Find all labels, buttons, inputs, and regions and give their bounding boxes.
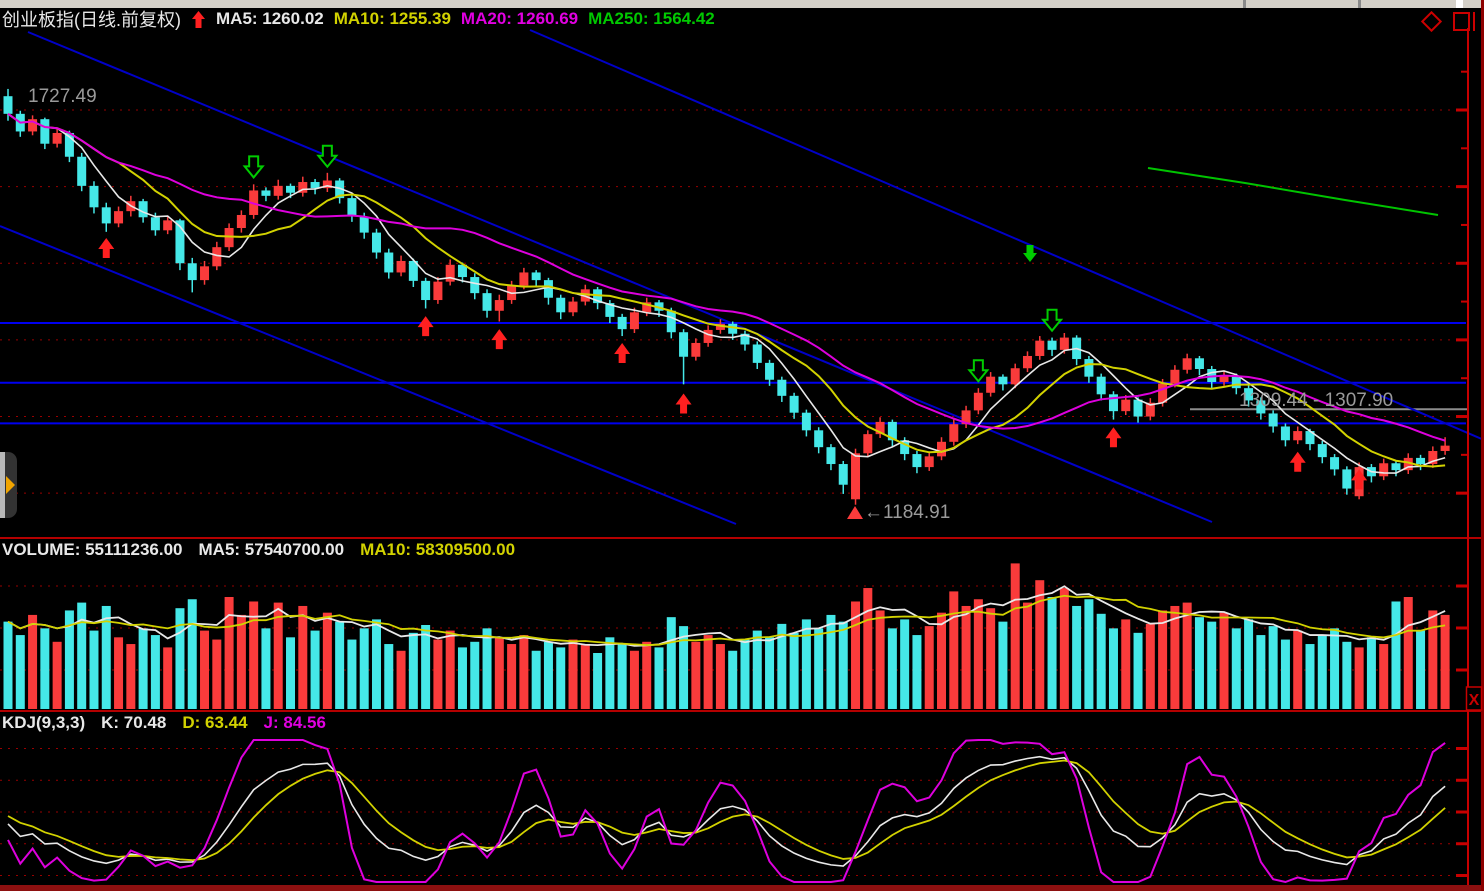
window-icons bbox=[1420, 10, 1475, 33]
volume-value: VOLUME: 55111236.00 bbox=[2, 540, 183, 559]
signal-arrows bbox=[98, 144, 1368, 490]
sell-arrow-icon bbox=[242, 155, 265, 180]
ma250-value: MA250: 1564.42 bbox=[588, 9, 715, 28]
ma250-line bbox=[1147, 167, 1439, 216]
buy-arrow-icon bbox=[1105, 427, 1122, 448]
panel-expander-tab[interactable] bbox=[0, 452, 17, 518]
svg-text:←1184.91: ←1184.91 bbox=[864, 502, 950, 523]
candlestick-series bbox=[3, 88, 1450, 505]
up-arrow-icon bbox=[192, 10, 205, 28]
kdj-lines bbox=[7, 739, 1446, 884]
volume-bars bbox=[3, 563, 1450, 709]
sell-arrow-icon bbox=[967, 359, 990, 383]
strip-mark bbox=[1358, 0, 1361, 8]
volume-ma5-value: MA5: 57540700.00 bbox=[198, 540, 345, 559]
kdj-k-value: K: 70.48 bbox=[101, 713, 167, 732]
sell-arrow-icon bbox=[1040, 308, 1064, 333]
volume-ma10-value: MA10: 58309500.00 bbox=[360, 540, 516, 559]
price-labels: 1727.49 ←1184.91 1309.44 - 1307.90 bbox=[28, 86, 1393, 523]
volume-ma-lines bbox=[7, 585, 1446, 647]
diamond-icon[interactable] bbox=[1420, 10, 1443, 33]
trend-lines bbox=[0, 29, 1484, 525]
ma10-value: MA10: 1255.39 bbox=[333, 9, 451, 28]
buy-arrow-icon bbox=[614, 342, 631, 363]
sell-arrow-icon bbox=[316, 144, 339, 169]
kdj-header: KDJ(9,3,3) K: 70.48 D: 63.44 J: 84.56 bbox=[2, 713, 342, 732]
buy-arrow-icon bbox=[1289, 451, 1306, 472]
chart-header: 创业板指(日线.前复权) MA5: 1260.02 MA10: 1255.39 … bbox=[2, 9, 715, 30]
gridlines bbox=[0, 109, 1452, 876]
low-marker-icon bbox=[847, 506, 863, 519]
expand-arrow-icon bbox=[6, 476, 15, 494]
sell-arrow-filled-icon bbox=[1023, 245, 1037, 262]
window-box-icon[interactable] bbox=[1453, 12, 1475, 31]
buy-arrow-icon bbox=[1351, 469, 1368, 490]
symbol-title: 创业板指(日线.前复权) bbox=[2, 10, 181, 30]
window-top-strip bbox=[0, 0, 1484, 8]
buy-arrow-icon bbox=[491, 329, 508, 350]
svg-text:1727.49: 1727.49 bbox=[28, 86, 97, 107]
svg-text:1309.44 - 1307.90: 1309.44 - 1307.90 bbox=[1239, 390, 1393, 411]
volume-header: VOLUME: 55111236.00 MA5: 57540700.00 MA1… bbox=[2, 540, 531, 559]
kdj-d-value: D: 63.44 bbox=[182, 713, 248, 732]
strip-mark bbox=[1456, 0, 1463, 8]
kdj-j-value: J: 84.56 bbox=[263, 713, 326, 732]
kdj-params: KDJ(9,3,3) bbox=[2, 713, 86, 732]
ma-lines bbox=[7, 113, 1446, 474]
strip-mark bbox=[1243, 0, 1246, 8]
buy-arrow-icon bbox=[417, 316, 434, 337]
close-indicator-button[interactable]: X bbox=[1465, 686, 1483, 711]
buy-arrow-icon bbox=[675, 393, 692, 414]
svg-text:X: X bbox=[1469, 692, 1480, 709]
ma20-value: MA20: 1260.69 bbox=[460, 9, 579, 28]
ma5-value: MA5: 1260.02 bbox=[216, 9, 324, 28]
buy-arrow-icon bbox=[98, 237, 115, 258]
